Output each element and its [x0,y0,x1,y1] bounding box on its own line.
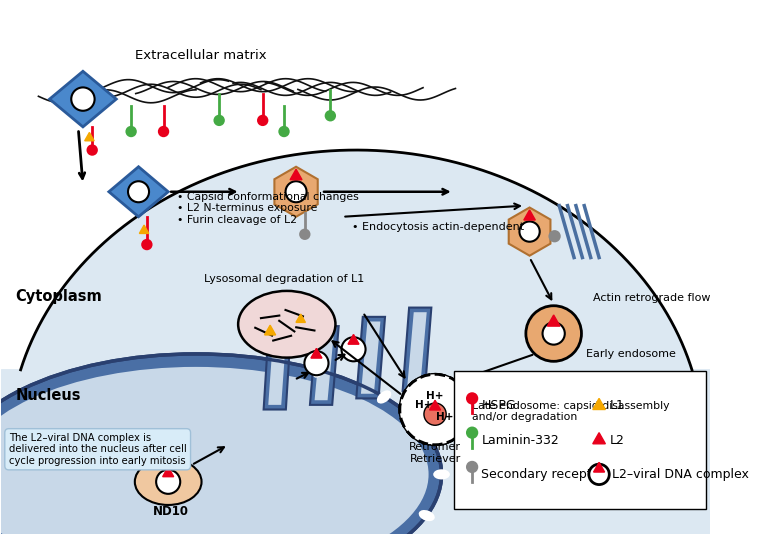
Polygon shape [509,208,551,256]
Text: HSPG: HSPG [481,399,516,412]
Polygon shape [296,314,305,322]
Polygon shape [264,335,291,409]
Text: Late endosome: capsid disassembly
and/or degradation: Late endosome: capsid disassembly and/or… [472,401,669,422]
Polygon shape [265,325,275,335]
Text: H+: H+ [435,412,453,422]
Ellipse shape [433,469,450,479]
Text: L2: L2 [610,434,625,447]
Circle shape [400,375,470,445]
Circle shape [467,428,477,438]
Ellipse shape [135,459,201,505]
Polygon shape [2,150,710,534]
Circle shape [467,393,477,403]
Circle shape [542,322,565,345]
Text: • Capsid conformational changes
• L2 N-terminus exposure
• Furin cleavage of L2: • Capsid conformational changes • L2 N-t… [177,192,360,225]
Circle shape [304,351,328,375]
Circle shape [258,116,267,125]
Polygon shape [594,463,604,472]
Polygon shape [310,326,339,405]
Polygon shape [269,340,286,405]
Circle shape [126,127,135,136]
Circle shape [71,88,95,111]
Text: Extracellular matrix: Extracellular matrix [135,49,266,62]
Circle shape [285,181,307,202]
Text: Laminin-332: Laminin-332 [481,434,559,447]
Circle shape [549,231,560,242]
Polygon shape [548,315,560,326]
Polygon shape [593,433,605,444]
Circle shape [400,375,470,445]
Ellipse shape [418,510,435,521]
Polygon shape [163,467,174,476]
Text: L1: L1 [610,399,625,412]
Polygon shape [139,225,149,233]
Polygon shape [356,317,385,398]
Circle shape [87,145,97,155]
Circle shape [159,127,168,136]
Circle shape [300,230,310,239]
Polygon shape [407,312,427,386]
Polygon shape [402,307,431,391]
Text: H+: H+ [415,400,433,410]
Ellipse shape [0,367,428,554]
Circle shape [326,111,335,120]
Text: Lysosomal degradation of L1: Lysosomal degradation of L1 [204,274,364,284]
Ellipse shape [313,362,325,378]
Text: ND10: ND10 [153,505,189,518]
Polygon shape [275,167,317,217]
Polygon shape [593,398,605,409]
Ellipse shape [377,391,391,403]
Circle shape [526,306,581,361]
Circle shape [142,240,151,249]
Circle shape [589,464,609,485]
Text: The L2–viral DNA complex is
delivered into the nucleus after cell
cycle progress: The L2–viral DNA complex is delivered in… [9,433,187,466]
Circle shape [279,127,288,136]
Polygon shape [50,71,116,127]
Circle shape [156,470,181,494]
Ellipse shape [0,354,441,554]
Polygon shape [290,169,302,179]
Text: Actin retrograde flow: Actin retrograde flow [593,293,710,303]
Polygon shape [524,210,536,220]
Circle shape [467,462,477,472]
Circle shape [128,181,149,202]
Ellipse shape [377,545,391,554]
Polygon shape [361,321,380,394]
Text: • Endocytosis actin-dependent: • Endocytosis actin-dependent [352,222,524,232]
Polygon shape [109,167,168,217]
Text: Nucleus: Nucleus [15,388,81,403]
FancyBboxPatch shape [454,371,705,509]
Circle shape [519,222,539,242]
Circle shape [214,116,224,125]
Polygon shape [429,400,441,410]
Circle shape [424,403,446,425]
Text: Retromer
Retriever: Retromer Retriever [409,442,461,464]
Polygon shape [85,132,94,141]
Text: Early endosome: Early endosome [586,349,676,359]
Text: H+: H+ [426,391,444,401]
Circle shape [341,337,366,361]
Text: L2–viral DNA complex: L2–viral DNA complex [612,468,749,481]
Ellipse shape [418,428,435,439]
Text: Secondary receptor: Secondary receptor [481,468,605,481]
Ellipse shape [238,291,335,358]
Polygon shape [348,335,359,344]
Polygon shape [314,331,334,400]
Polygon shape [311,348,322,358]
Text: Cytoplasm: Cytoplasm [15,289,102,304]
